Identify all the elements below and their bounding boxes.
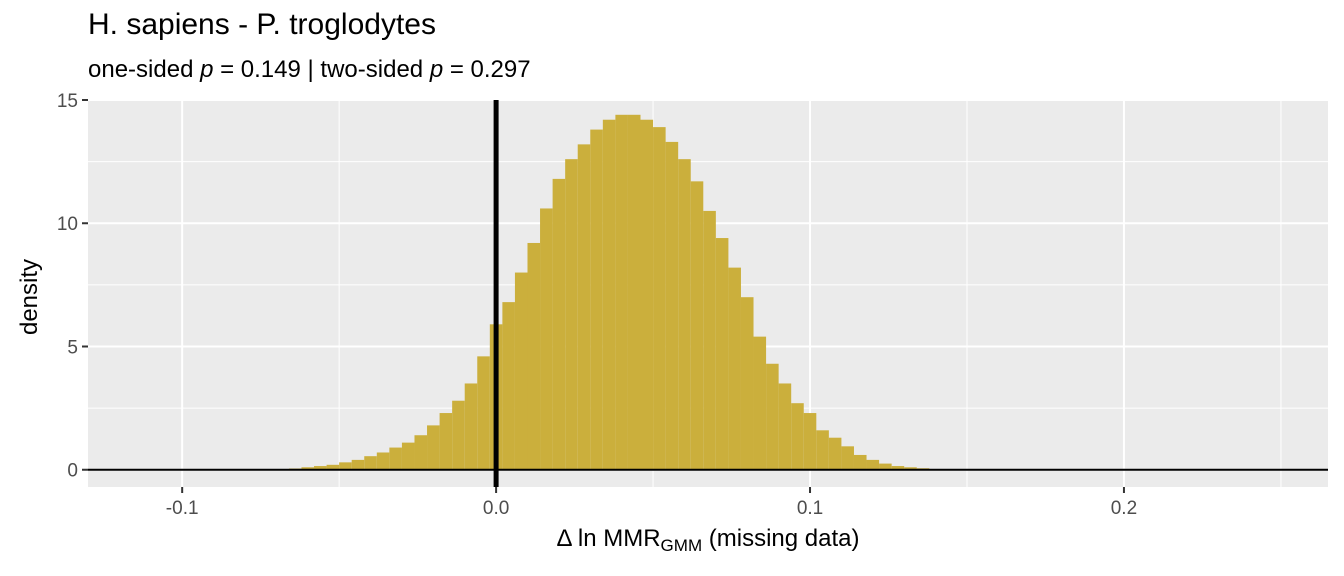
histogram-bar — [766, 363, 779, 470]
histogram-bar — [828, 437, 842, 470]
x-axis-label: Δ ln MMRGMM (missing data) — [557, 525, 860, 556]
histogram-bar — [891, 466, 905, 470]
histogram-bar — [866, 459, 880, 470]
subtitle-p-symbol-2: p — [429, 56, 444, 83]
histogram-bar — [477, 356, 490, 470]
histogram-bar — [841, 446, 854, 470]
chart-title: H. sapiens - P. troglodytes — [88, 8, 436, 41]
histogram-bar — [439, 413, 453, 470]
histogram-bar — [627, 114, 641, 470]
y-tick-label: 15 — [57, 91, 78, 112]
histogram-bar — [590, 129, 603, 470]
chart-subtitle: one-sided p = 0.149 | two-sided p = 0.29… — [88, 56, 531, 84]
histogram-bar — [389, 447, 402, 470]
histogram-bar — [791, 403, 804, 470]
histogram-bar — [665, 141, 679, 470]
histogram-bar — [565, 159, 578, 470]
histogram-bar — [602, 119, 616, 470]
y-tick-label: 10 — [57, 214, 78, 235]
histogram-bar — [502, 302, 515, 470]
histogram-bar — [879, 463, 892, 470]
histogram-bar — [703, 210, 716, 470]
histogram-bar — [540, 208, 553, 470]
x-axis-label-subscript: GMM — [660, 536, 703, 555]
histogram-bar — [816, 430, 829, 470]
subtitle-p-symbol-1: p — [200, 56, 214, 83]
x-tick-label: 0.1 — [797, 498, 823, 519]
histogram-bar — [653, 127, 666, 470]
histogram-bar — [740, 297, 754, 470]
subtitle-one-label: one-sided — [88, 56, 201, 83]
histogram-bar — [314, 466, 327, 470]
subtitle-two-value: = 0.297 — [443, 56, 531, 83]
histogram-bar — [376, 452, 390, 470]
histogram-bar — [904, 467, 917, 470]
histogram-bar — [615, 114, 628, 470]
histogram-bar — [414, 435, 428, 470]
histogram-bar — [364, 456, 377, 470]
x-tick-label: -0.1 — [166, 498, 199, 519]
histogram-bar — [452, 400, 465, 470]
y-tick-label: 0 — [67, 461, 78, 482]
histogram-bar — [753, 336, 767, 470]
histogram-bar — [301, 467, 315, 470]
histogram-bar — [351, 459, 365, 470]
x-tick-label: 0.0 — [483, 498, 509, 519]
histogram-bar — [715, 238, 729, 470]
subtitle-one-value: = 0.149 | two-sided — [213, 56, 430, 83]
histogram-bar — [728, 267, 741, 470]
x-tick-label: 0.2 — [1111, 498, 1137, 519]
histogram-bar — [339, 462, 352, 470]
histogram-bar — [464, 383, 478, 470]
histogram-bar — [678, 159, 691, 470]
histogram-bar — [778, 383, 792, 470]
y-tick-label: 5 — [67, 337, 78, 358]
histogram-bar — [514, 272, 528, 470]
histogram-bar — [577, 144, 591, 470]
histogram-bar — [853, 454, 867, 470]
histogram-bar — [527, 242, 541, 470]
x-axis-label-suffix: (missing data) — [702, 525, 860, 552]
histogram-bar — [326, 464, 340, 470]
y-axis-label: density — [16, 258, 43, 336]
histogram-bar — [401, 442, 415, 470]
histogram-bar — [427, 425, 440, 470]
histogram-bar — [640, 119, 654, 470]
x-axis-label-prefix: Δ ln MMR — [556, 525, 661, 552]
histogram-bar — [803, 413, 817, 470]
histogram-bar — [552, 178, 566, 470]
histogram-bar — [690, 181, 704, 470]
